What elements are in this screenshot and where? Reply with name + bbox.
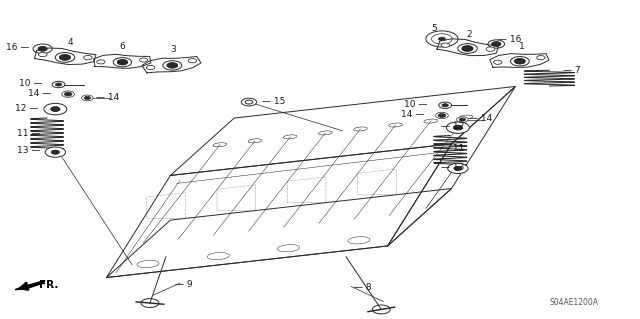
Circle shape bbox=[163, 61, 182, 70]
Circle shape bbox=[537, 56, 545, 60]
Circle shape bbox=[167, 63, 177, 68]
Text: — 7: — 7 bbox=[563, 66, 581, 75]
Circle shape bbox=[55, 53, 75, 62]
Circle shape bbox=[436, 112, 448, 119]
Circle shape bbox=[462, 46, 473, 51]
Circle shape bbox=[44, 103, 67, 115]
Text: S04AE1200A: S04AE1200A bbox=[549, 298, 598, 307]
Text: 13 —: 13 — bbox=[17, 146, 41, 155]
Text: 14 —: 14 — bbox=[28, 89, 51, 98]
Text: 3: 3 bbox=[171, 45, 177, 54]
Circle shape bbox=[488, 40, 504, 48]
Circle shape bbox=[492, 42, 500, 46]
Circle shape bbox=[439, 102, 451, 108]
Circle shape bbox=[97, 60, 105, 64]
Circle shape bbox=[52, 150, 59, 154]
Text: 6: 6 bbox=[120, 42, 125, 51]
Circle shape bbox=[453, 125, 462, 130]
Circle shape bbox=[493, 60, 502, 64]
Text: 5: 5 bbox=[431, 25, 437, 33]
Circle shape bbox=[141, 299, 159, 308]
Circle shape bbox=[51, 107, 60, 111]
Circle shape bbox=[454, 167, 461, 170]
Circle shape bbox=[446, 122, 469, 133]
Circle shape bbox=[372, 305, 390, 314]
Circle shape bbox=[492, 42, 500, 46]
Circle shape bbox=[113, 58, 132, 67]
Circle shape bbox=[447, 163, 468, 174]
Circle shape bbox=[431, 34, 452, 44]
Text: 10 —: 10 — bbox=[404, 100, 428, 109]
Circle shape bbox=[441, 43, 450, 47]
Circle shape bbox=[454, 167, 461, 170]
Circle shape bbox=[453, 125, 462, 130]
Text: 2: 2 bbox=[466, 30, 472, 39]
Text: — 12: — 12 bbox=[441, 122, 464, 131]
Circle shape bbox=[147, 65, 155, 70]
Text: 11 —: 11 — bbox=[17, 130, 41, 138]
Circle shape bbox=[515, 59, 525, 64]
Circle shape bbox=[64, 92, 72, 96]
Circle shape bbox=[442, 104, 448, 107]
Circle shape bbox=[61, 91, 74, 97]
Circle shape bbox=[486, 47, 495, 51]
Circle shape bbox=[45, 147, 65, 157]
Circle shape bbox=[81, 95, 93, 101]
Circle shape bbox=[51, 107, 60, 111]
Text: 10 —: 10 — bbox=[19, 79, 43, 88]
Text: 12 —: 12 — bbox=[15, 104, 38, 113]
Circle shape bbox=[188, 59, 196, 63]
Text: — 16: — 16 bbox=[498, 35, 522, 44]
Circle shape bbox=[438, 114, 446, 117]
Circle shape bbox=[84, 96, 90, 100]
Circle shape bbox=[140, 58, 148, 62]
Circle shape bbox=[117, 60, 127, 65]
Circle shape bbox=[52, 81, 65, 88]
Circle shape bbox=[38, 52, 47, 57]
Circle shape bbox=[462, 46, 473, 51]
Circle shape bbox=[456, 117, 468, 122]
Circle shape bbox=[245, 100, 253, 104]
Text: — 9: — 9 bbox=[175, 280, 193, 289]
Circle shape bbox=[117, 60, 127, 65]
Circle shape bbox=[511, 56, 529, 66]
Circle shape bbox=[459, 118, 465, 121]
Text: 16 —: 16 — bbox=[6, 43, 30, 52]
Circle shape bbox=[38, 47, 47, 51]
Circle shape bbox=[515, 59, 525, 64]
Text: — 13: — 13 bbox=[441, 163, 464, 172]
Circle shape bbox=[167, 63, 177, 68]
Text: — 11: — 11 bbox=[441, 144, 464, 153]
Circle shape bbox=[438, 37, 445, 41]
Text: 1: 1 bbox=[519, 42, 525, 51]
Circle shape bbox=[84, 56, 92, 60]
Circle shape bbox=[60, 55, 70, 60]
Circle shape bbox=[458, 44, 477, 53]
Text: — 14: — 14 bbox=[95, 93, 119, 102]
Text: — 8: — 8 bbox=[354, 283, 371, 292]
Text: — 14: — 14 bbox=[468, 114, 492, 123]
Circle shape bbox=[426, 31, 458, 47]
Circle shape bbox=[60, 55, 70, 60]
Circle shape bbox=[52, 150, 59, 154]
Circle shape bbox=[38, 47, 47, 51]
Polygon shape bbox=[15, 281, 45, 290]
Text: — 15: — 15 bbox=[262, 97, 285, 106]
Circle shape bbox=[56, 83, 61, 86]
Text: 4: 4 bbox=[67, 38, 73, 47]
Text: 14 —: 14 — bbox=[401, 110, 424, 119]
Text: FR.: FR. bbox=[40, 279, 59, 290]
Circle shape bbox=[241, 98, 257, 106]
Circle shape bbox=[33, 44, 52, 54]
